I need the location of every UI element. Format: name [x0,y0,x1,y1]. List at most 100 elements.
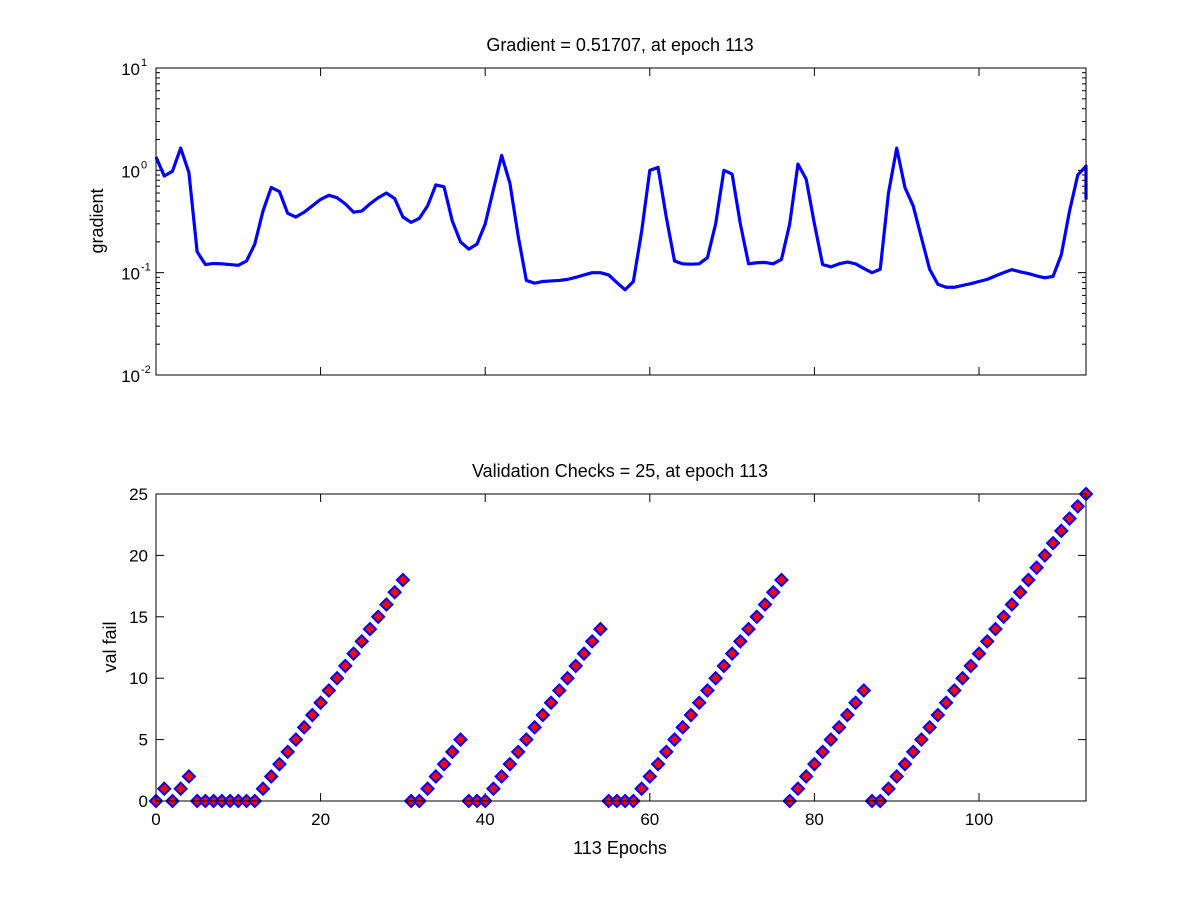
validation-x-axis-label: 113 Epochs [573,838,667,858]
gradient-y-tick-label-2: 10 [121,162,140,181]
val-fail-point [263,769,279,784]
gradient-axes-box [155,67,1087,376]
val-fail-point [527,719,542,735]
val-fail-point [988,621,1003,637]
val-fail-point [757,597,773,612]
val-fail-point [387,584,403,600]
val-fail-point [683,707,699,723]
val-fail-point [798,769,814,784]
val-fail-point [296,719,312,735]
val-fail-point [634,781,649,797]
val-fail-point [774,572,789,588]
val-fail-point [576,646,592,662]
val-fail-point [839,707,855,723]
val-fail-point [436,756,452,772]
val-fail-point [806,756,822,772]
validation-y-tick-label-1: 5 [139,731,148,750]
val-fail-point [913,732,929,748]
val-fail-point [938,695,954,711]
validation-series [148,486,1094,809]
val-fail-point [1037,547,1053,563]
val-fail-point [420,781,436,797]
val-fail-point [370,609,386,625]
val-fail-point [321,683,337,698]
val-fail-point [667,732,682,748]
val-fail-point [971,646,987,662]
validation-y-axis-label: val fail [100,621,120,672]
validation-axes-box [155,493,1087,802]
val-fail-point [716,658,732,674]
validation-plot-title: Validation Checks = 25, at epoch 113 [472,461,768,481]
gradient-series [154,146,1088,292]
gradient-y-tick-exp-2: 0 [141,159,147,171]
validation-x-tick-label-0: 0 [151,810,160,829]
val-fail-point [765,584,781,600]
val-fail-point [708,670,724,686]
val-fail-point [724,646,740,662]
gradient-subplot: Gradient = 0.51707, at epoch 113 gradien… [87,35,1088,386]
val-fail-point [790,781,806,797]
val-fail-point [905,744,921,760]
val-fail-point [1004,597,1020,612]
val-fail-point [518,732,534,748]
val-fail-point [1053,523,1069,539]
val-fail-point [700,683,715,698]
val-fail-point [584,633,600,649]
val-fail-point [741,621,756,637]
val-fail-point [930,707,946,723]
val-fail-point [329,670,345,686]
val-fail-point [658,744,674,760]
validation-tick-labels: 0 20 40 60 80 100 0 5 10 15 20 25 [129,485,993,829]
val-fail-point [889,769,905,784]
val-fail-point [428,769,444,784]
val-fail-point [354,633,370,649]
val-fail-point [510,744,526,760]
val-fail-point [593,621,608,637]
val-fail-point [979,633,995,649]
val-fail-point [337,658,353,674]
val-fail-point [560,670,575,686]
val-fail-point [568,658,584,674]
val-fail-point [551,683,567,698]
val-fail-point [346,646,361,662]
val-fail-point [856,683,872,698]
validation-y-tick-label-5: 25 [129,485,148,504]
val-fail-point [1070,498,1086,514]
val-fail-point [1062,511,1077,526]
val-fail-point [543,695,559,711]
val-fail-point [996,609,1012,625]
val-fail-point [1012,584,1028,600]
val-fail-point [181,769,197,784]
validation-x-tick-label-5: 100 [965,810,993,829]
gradient-y-tick-exp-3: 1 [141,57,147,69]
val-fail-point [1045,535,1061,551]
validation-y-tick-label-4: 20 [129,546,148,565]
val-fail-point [963,658,979,674]
val-fail-point [732,633,748,649]
val-fail-point [486,781,501,797]
val-fail-point [173,781,189,797]
val-fail-point [280,744,296,760]
val-fail-point [881,781,896,797]
val-fail-point [502,756,518,772]
val-fail-point [922,719,938,735]
gradient-y-tick-exp-1: -1 [141,262,151,274]
gradient-y-tick-label-3: 10 [121,60,140,79]
gradient-plot-title: Gradient = 0.51707, at epoch 113 [486,35,753,55]
validation-y-tick-label-3: 15 [129,608,148,627]
validation-subplot: Validation Checks = 25, at epoch 113 val… [100,461,1094,858]
val-fail-point [255,781,271,797]
validation-x-tick-label-2: 40 [476,810,495,829]
gradient-line [154,146,1088,292]
gradient-y-tick-label-1: 10 [121,265,140,284]
gradient-ticks [156,68,1086,375]
val-fail-point [453,732,468,748]
val-fail-point [823,732,839,748]
validation-x-tick-label-3: 60 [640,810,659,829]
val-fail-point [815,744,831,760]
val-fail-point [897,756,913,772]
val-fail-point [955,670,970,686]
gradient-y-tick-label-0: 10 [121,367,140,386]
